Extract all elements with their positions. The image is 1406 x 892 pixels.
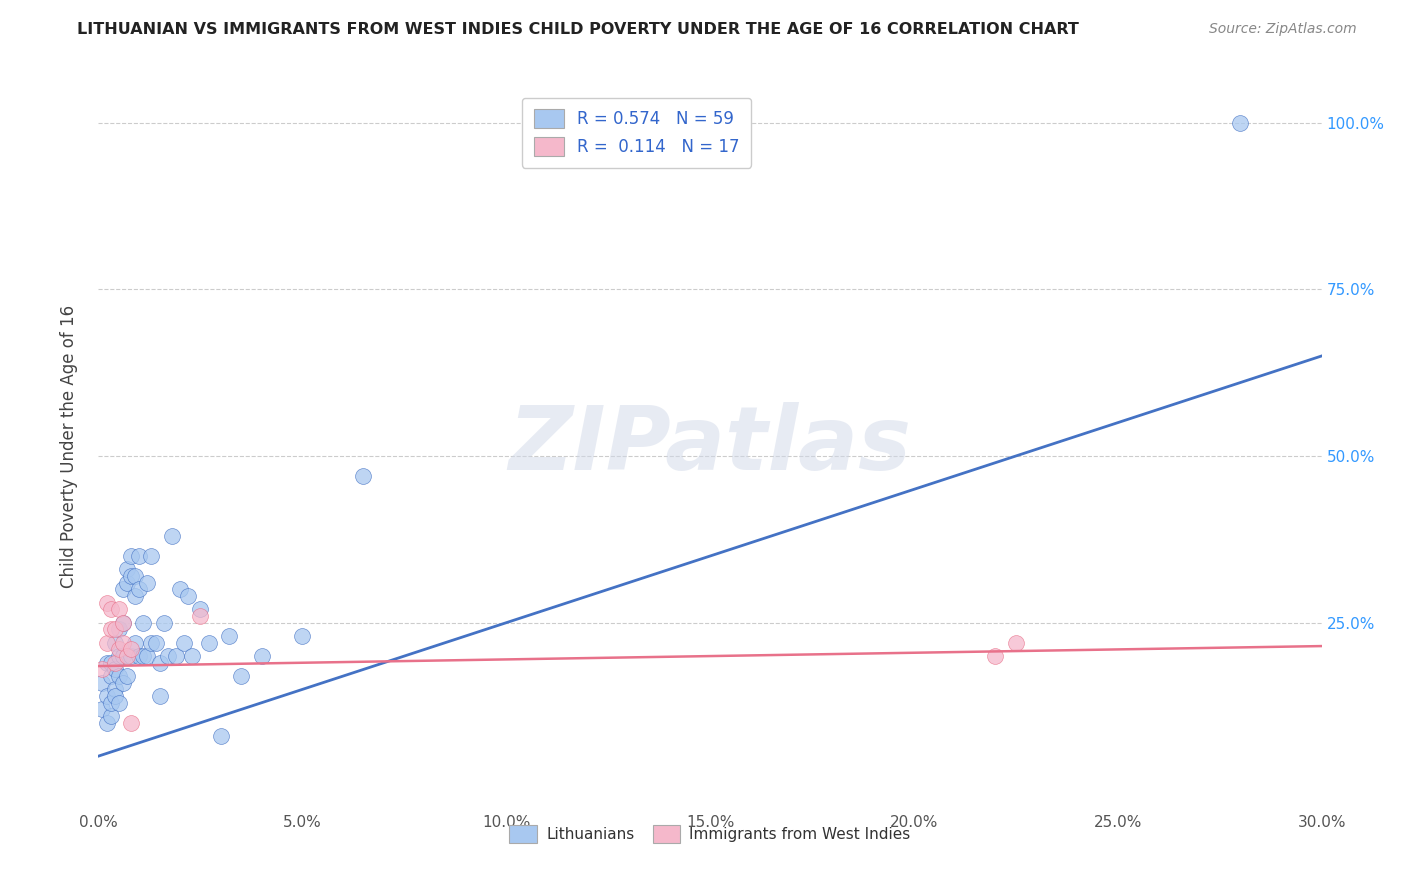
Point (291, 629, 314, 643)
Point (120, 642, 142, 657)
Point (111, 615, 134, 630)
Point (136, 575, 159, 590)
Point (124, 589, 146, 603)
Point (115, 562, 138, 576)
Point (250, 649, 273, 664)
Point (104, 636, 127, 650)
Point (104, 662, 127, 676)
Point (104, 656, 127, 670)
Point (169, 582, 191, 597)
Point (181, 649, 204, 664)
Point (96, 715, 118, 730)
Point (120, 569, 142, 583)
Point (111, 615, 134, 630)
Text: ZIPatlas: ZIPatlas (509, 402, 911, 490)
Point (352, 469, 374, 483)
Point (108, 623, 131, 637)
Point (141, 636, 163, 650)
Point (104, 689, 127, 703)
Y-axis label: Child Poverty Under the Age of 16: Child Poverty Under the Age of 16 (59, 304, 77, 588)
Point (104, 682, 127, 697)
Point (96, 636, 118, 650)
Point (96, 689, 118, 703)
Point (1229, 115, 1251, 129)
Text: Source: ZipAtlas.com: Source: ZipAtlas.com (1209, 22, 1357, 37)
Point (108, 602, 131, 616)
Point (156, 649, 179, 664)
Point (108, 696, 131, 710)
Point (124, 569, 146, 583)
Point (108, 642, 131, 657)
Point (209, 729, 232, 743)
Point (149, 689, 172, 703)
Point (188, 609, 212, 624)
Point (149, 656, 172, 670)
Point (188, 602, 212, 616)
Point (111, 675, 134, 690)
Point (111, 649, 134, 664)
Text: LITHUANIAN VS IMMIGRANTS FROM WEST INDIES CHILD POVERTY UNDER THE AGE OF 16 CORR: LITHUANIAN VS IMMIGRANTS FROM WEST INDIE… (77, 22, 1080, 37)
Point (1004, 636, 1026, 650)
Point (136, 649, 159, 664)
Point (100, 696, 122, 710)
Point (111, 582, 134, 597)
Point (100, 602, 122, 616)
Point (128, 649, 150, 664)
Point (231, 669, 253, 683)
Point (173, 636, 195, 650)
Point (96, 656, 118, 670)
Point (108, 669, 131, 683)
Point (165, 649, 187, 664)
Point (100, 669, 122, 683)
Point (145, 636, 167, 650)
Point (91, 675, 114, 690)
Point (132, 649, 155, 664)
Point (120, 715, 142, 730)
Point (100, 709, 122, 723)
Point (120, 549, 142, 563)
Point (91, 662, 114, 676)
Point (108, 649, 131, 664)
Point (115, 649, 138, 664)
Point (91, 702, 114, 716)
Legend: Lithuanians, Immigrants from West Indies: Lithuanians, Immigrants from West Indies (503, 819, 917, 848)
Point (100, 623, 122, 637)
Point (128, 582, 150, 597)
Point (152, 615, 174, 630)
Point (111, 636, 134, 650)
Point (128, 549, 150, 563)
Point (197, 636, 219, 650)
Point (100, 656, 122, 670)
Point (104, 623, 127, 637)
Point (141, 549, 163, 563)
Point (218, 629, 240, 643)
Point (115, 575, 138, 590)
Point (177, 589, 200, 603)
Point (160, 529, 183, 543)
Point (120, 649, 142, 664)
Point (124, 636, 146, 650)
Point (132, 615, 155, 630)
Point (96, 596, 118, 610)
Point (115, 669, 138, 683)
Point (984, 649, 1007, 664)
